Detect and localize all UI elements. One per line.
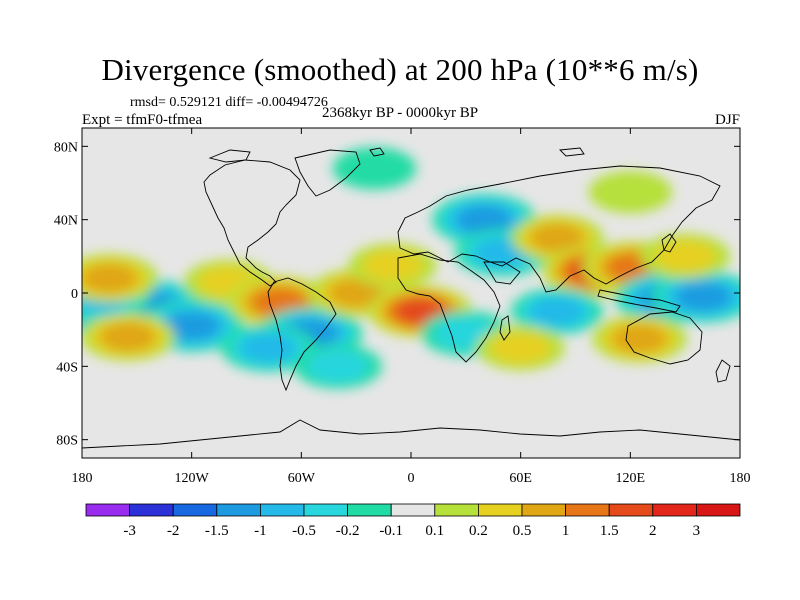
y-tick-label: 40N (54, 214, 78, 229)
plot-title: Divergence (smoothed) at 200 hPa (10**6 … (101, 52, 699, 87)
colorbar-swatch (434, 503, 479, 517)
coastline-eurasia (397, 165, 721, 293)
coastline-japan (661, 233, 677, 253)
x-tick-label: 60W (288, 471, 316, 486)
colorbar-swatch (390, 503, 436, 517)
colorbar: -3 -2 -1.5 -1 -0.5 -0.2 -0.1 0.1 0.2 0.5 1 1.5 2 3 (85, 503, 741, 539)
field-blob-3 (165, 312, 219, 340)
y-tick-label: 80S (56, 434, 78, 449)
field-blob-4 (99, 322, 156, 352)
colorbar-label: 3 (693, 523, 701, 539)
colorbar-swatch (259, 503, 305, 517)
colorbar-swatch (477, 503, 523, 517)
x-tick-label: 0 (408, 471, 415, 486)
rmsd-diff-stats: rmsd= 0.529121 diff= -0.00494726 (130, 95, 328, 110)
field-blob-27 (332, 147, 417, 190)
colorbar-label: -0.2 (336, 523, 360, 539)
colorbar-label: -2 (167, 523, 180, 539)
colorbar-swatch (85, 503, 130, 517)
colorbar-label: -0.5 (292, 523, 316, 539)
coastline-madagascar (499, 315, 511, 341)
coastlines (82, 147, 740, 449)
coastline-africa (397, 253, 501, 363)
period-label: 2368kyr BP - 0000kyr BP (322, 105, 479, 121)
field-blob-26 (588, 170, 673, 214)
colorbar-swatch (303, 503, 348, 517)
field-blob-10 (328, 278, 384, 308)
colorbar-swatch (652, 503, 697, 517)
field-blob-5 (82, 263, 138, 294)
colorbar-swatch (216, 503, 261, 517)
coastline-north-america (203, 159, 301, 287)
coastline-greenland (294, 149, 361, 197)
field-blob-25 (306, 350, 369, 383)
colorbar-label: 0.2 (469, 523, 488, 539)
field-blob-18 (529, 296, 585, 326)
field-blob-24 (489, 331, 552, 365)
colorbar-label: -3 (123, 523, 136, 539)
colorbar-swatch (608, 503, 654, 517)
y-tick-label: 80N (54, 140, 78, 155)
colorbar-label: 2 (649, 523, 657, 539)
colorbar-label: 1.5 (600, 523, 619, 539)
field-blob-13 (457, 205, 511, 234)
x-tick-label: 120E (616, 471, 646, 486)
experiment-label: Expt = tfmF0-tfmea (82, 112, 203, 128)
colorbar-label: 0.1 (425, 523, 444, 539)
field-blob-20 (676, 282, 730, 311)
x-tick-label: 60E (509, 471, 532, 486)
x-tick-label: 180 (72, 471, 93, 486)
coastline-new-zealand (715, 359, 731, 383)
field-blob-22 (611, 324, 668, 354)
field-blob-15 (529, 223, 585, 253)
x-tick-label: 120W (175, 471, 210, 486)
y-tick-label: 40S (56, 360, 78, 375)
colorbar-swatch (565, 503, 610, 517)
coastline-antarctica (82, 419, 740, 449)
divergence-field (82, 147, 740, 389)
season-label: DJF (714, 112, 740, 128)
colorbar-label: 0.5 (513, 523, 532, 539)
coastline-australia (625, 311, 703, 365)
coastline-arctic-islands (208, 147, 585, 163)
colorbar-label: -1 (254, 523, 267, 539)
colorbar-label: -1.5 (205, 523, 229, 539)
field-blob-12 (361, 249, 424, 282)
coastline-arabia (483, 261, 521, 285)
colorbar-swatch (521, 503, 566, 517)
y-tick-label: 0 (71, 287, 78, 302)
x-tick-label: 180 (730, 471, 751, 486)
field-blob-9 (240, 333, 297, 363)
coastline-maritime-asia (597, 289, 681, 313)
axis-ticks: 180 120W 60W 0 60E 120E 180 80N 40N 0 40S 80S (54, 128, 751, 486)
colorbar-swatch (696, 503, 741, 517)
coastline-south-america (267, 277, 337, 392)
colorbar-label: -0.1 (379, 523, 403, 539)
colorbar-swatch (172, 503, 218, 517)
field-blob-21 (653, 239, 717, 273)
colorbar-label: 1 (562, 523, 570, 539)
colorbar-swatch (347, 503, 392, 517)
colorbar-swatch (129, 503, 174, 517)
